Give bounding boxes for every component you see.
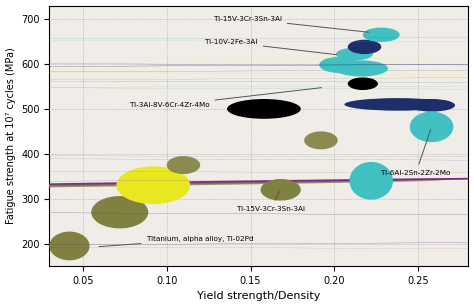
- Ellipse shape: [0, 57, 474, 73]
- Ellipse shape: [0, 149, 474, 170]
- Ellipse shape: [408, 99, 455, 112]
- Ellipse shape: [261, 179, 301, 200]
- Ellipse shape: [0, 235, 474, 260]
- Text: Titanium, alpha alloy, Ti-02Pd: Titanium, alpha alloy, Ti-02Pd: [99, 236, 253, 247]
- Y-axis label: Fatigue strength at 10⁷ cycles (MPa): Fatigue strength at 10⁷ cycles (MPa): [6, 48, 16, 224]
- Text: Ti-15V-3Cr-3Sn-3Al: Ti-15V-3Cr-3Sn-3Al: [237, 191, 305, 212]
- Text: Ti-6Al-2Sn-2Zr-2Mo: Ti-6Al-2Sn-2Zr-2Mo: [381, 130, 451, 176]
- Text: Ti-10V-2Fe-3Al: Ti-10V-2Fe-3Al: [205, 39, 337, 55]
- Ellipse shape: [0, 51, 474, 66]
- Ellipse shape: [0, 200, 474, 227]
- Ellipse shape: [319, 57, 359, 73]
- Ellipse shape: [91, 196, 148, 228]
- Ellipse shape: [0, 76, 474, 97]
- Ellipse shape: [0, 70, 474, 87]
- Ellipse shape: [410, 112, 453, 142]
- Ellipse shape: [0, 236, 474, 254]
- Ellipse shape: [0, 165, 474, 196]
- Ellipse shape: [348, 40, 381, 54]
- Ellipse shape: [0, 58, 474, 72]
- Ellipse shape: [0, 63, 474, 79]
- Text: Ti-3Al-8V-6Cr-4Zr-4Mo: Ti-3Al-8V-6Cr-4Zr-4Mo: [130, 88, 321, 108]
- Text: Ti-15V-3Cr-3Sn-3Al: Ti-15V-3Cr-3Sn-3Al: [214, 16, 368, 32]
- Ellipse shape: [0, 64, 474, 84]
- Ellipse shape: [0, 177, 474, 191]
- Ellipse shape: [0, 76, 474, 101]
- Ellipse shape: [0, 158, 474, 185]
- Ellipse shape: [0, 72, 474, 92]
- Ellipse shape: [334, 60, 388, 76]
- Ellipse shape: [167, 156, 200, 174]
- Ellipse shape: [0, 143, 474, 169]
- Ellipse shape: [0, 32, 474, 44]
- Ellipse shape: [348, 77, 378, 90]
- Ellipse shape: [117, 166, 190, 204]
- Ellipse shape: [304, 131, 337, 149]
- X-axis label: Yield strength/Density: Yield strength/Density: [197, 291, 320, 301]
- Ellipse shape: [0, 180, 443, 190]
- Ellipse shape: [345, 98, 452, 111]
- Ellipse shape: [349, 162, 393, 200]
- Ellipse shape: [0, 33, 474, 49]
- Ellipse shape: [363, 28, 400, 42]
- Ellipse shape: [49, 231, 90, 260]
- Ellipse shape: [336, 48, 373, 60]
- Ellipse shape: [227, 99, 301, 119]
